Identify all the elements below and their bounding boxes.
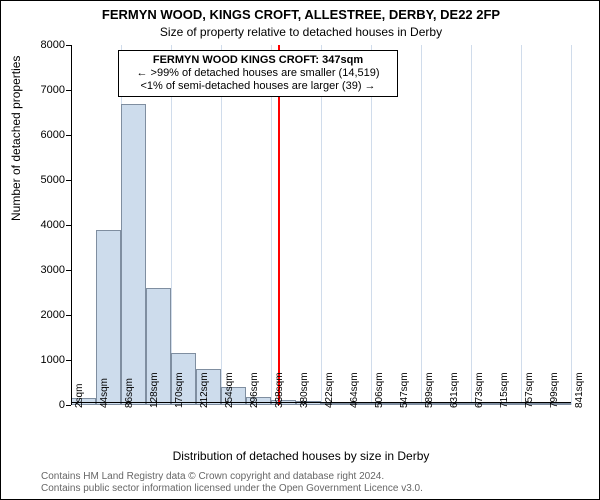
ytick-label: 2000 [25, 309, 65, 321]
footer-text: Contains HM Land Registry data © Crown c… [41, 471, 423, 495]
chart-title: FERMYN WOOD, KINGS CROFT, ALLESTREE, DER… [1, 7, 600, 22]
ytick-label: 4000 [25, 219, 65, 231]
plot-area [71, 45, 571, 405]
x-axis-line [71, 402, 571, 403]
callout-line1: ← >99% of detached houses are smaller (1… [125, 67, 391, 80]
grid-v [171, 45, 172, 405]
grid-v [571, 45, 572, 405]
ytick-label: 1000 [25, 354, 65, 366]
grid-v [521, 45, 522, 405]
ytick-label: 7000 [25, 84, 65, 96]
ytick-mark [66, 405, 71, 406]
y-axis-label: Number of detached properties [9, 56, 23, 221]
ytick-mark [66, 135, 71, 136]
y-axis-line [71, 45, 72, 405]
ytick-label: 5000 [25, 174, 65, 186]
grid-v [421, 45, 422, 405]
grid-v [221, 45, 222, 405]
grid-v [321, 45, 322, 405]
reference-line [278, 45, 280, 405]
grid-v [471, 45, 472, 405]
ytick-mark [66, 270, 71, 271]
chart-subtitle: Size of property relative to detached ho… [1, 25, 600, 39]
ytick-label: 8000 [25, 39, 65, 51]
ytick-mark [66, 45, 71, 46]
ytick-mark [66, 180, 71, 181]
grid-v [271, 45, 272, 405]
chart-container: FERMYN WOOD, KINGS CROFT, ALLESTREE, DER… [0, 0, 600, 500]
footer-line2: Contains public sector information licen… [41, 483, 423, 494]
ytick-mark [66, 225, 71, 226]
callout-box: FERMYN WOOD KINGS CROFT: 347sqm ← >99% o… [118, 50, 398, 97]
ytick-mark [66, 90, 71, 91]
x-axis-label: Distribution of detached houses by size … [1, 449, 600, 463]
ytick-label: 3000 [25, 264, 65, 276]
callout-header: FERMYN WOOD KINGS CROFT: 347sqm [125, 54, 391, 67]
ytick-label: 0 [25, 399, 65, 411]
grid-v [371, 45, 372, 405]
ytick-mark [66, 315, 71, 316]
ytick-mark [66, 360, 71, 361]
footer-line1: Contains HM Land Registry data © Crown c… [41, 471, 384, 482]
ytick-label: 6000 [25, 129, 65, 141]
callout-line2: <1% of semi-detached houses are larger (… [125, 80, 391, 93]
bar [121, 104, 146, 406]
